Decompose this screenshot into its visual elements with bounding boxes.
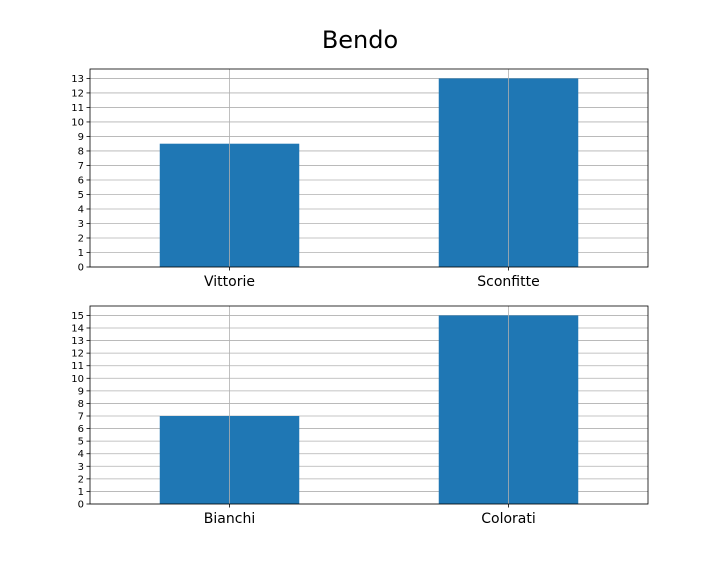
y-tick-label: 7: [78, 161, 84, 172]
y-tick-label: 7: [78, 412, 84, 423]
y-tick-label: 8: [78, 399, 84, 410]
x-tick-label: Colorati: [481, 511, 536, 527]
axes-frame: [89, 68, 649, 268]
y-tick-label: 1: [78, 487, 84, 498]
y-tick-label: 0: [78, 263, 84, 274]
y-tick-label: 5: [78, 190, 84, 201]
y-tick-label: 5: [78, 437, 84, 448]
y-tick-label: 12: [71, 88, 84, 99]
y-tick-label: 10: [71, 117, 84, 128]
y-tick-label: 1: [78, 248, 84, 259]
axes-frame: [89, 305, 649, 505]
y-tick-label: 15: [71, 311, 84, 322]
x-tick-label: Vittorie: [204, 274, 255, 290]
y-tick-label: 2: [78, 233, 84, 244]
y-tick-label: 3: [78, 462, 84, 473]
y-tick-label: 13: [71, 74, 84, 85]
y-tick-label: 6: [78, 424, 84, 435]
y-tick-label: 8: [78, 146, 84, 157]
x-tick-label: Bianchi: [204, 511, 255, 527]
y-tick-label: 4: [78, 204, 84, 215]
y-tick-label: 10: [71, 374, 84, 385]
x-tick-label: Sconfitte: [477, 274, 539, 290]
y-tick-label: 13: [71, 336, 84, 347]
y-tick-label: 3: [78, 219, 84, 230]
y-tick-label: 11: [71, 103, 84, 114]
y-tick-label: 11: [71, 361, 84, 372]
y-tick-label: 0: [78, 500, 84, 511]
y-tick-label: 9: [78, 386, 84, 397]
y-tick-label: 6: [78, 175, 84, 186]
y-tick-label: 14: [71, 324, 84, 335]
y-tick-label: 4: [78, 449, 84, 460]
y-tick-label: 12: [71, 349, 84, 360]
y-tick-label: 2: [78, 474, 84, 485]
chart-title: Bendo: [322, 26, 398, 54]
y-tick-label: 9: [78, 132, 84, 143]
